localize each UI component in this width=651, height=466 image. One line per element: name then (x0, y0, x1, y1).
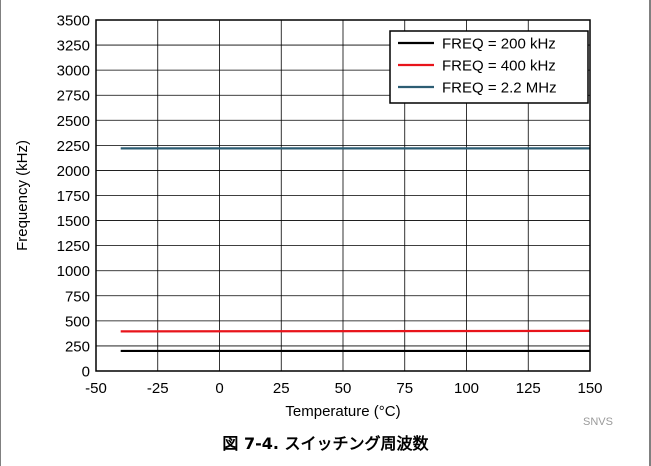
x-axis-label: Temperature (°C) (285, 403, 400, 420)
legend-entry: FREQ = 200 kHz (442, 36, 556, 53)
y-tick-label: 750 (65, 288, 90, 305)
y-tick-label: 2000 (57, 163, 90, 180)
x-tick-label: 75 (396, 380, 413, 397)
y-tick-label: 3250 (57, 38, 90, 55)
y-tick-label: 2500 (57, 113, 90, 130)
y-tick-label: 250 (65, 338, 90, 355)
figure-caption: 図 7-4. スイッチング周波数 (222, 434, 429, 453)
y-tick-label: 1000 (57, 263, 90, 280)
y-tick-label: 1500 (57, 213, 90, 230)
y-tick-label: 3000 (57, 63, 90, 80)
watermark-text: SNVS (583, 416, 613, 428)
legend-entry: FREQ = 2.2 MHz (442, 80, 557, 97)
x-tick-label: 50 (335, 380, 352, 397)
legend: FREQ = 200 kHz FREQ = 400 kHz FREQ = 2.2 M… (389, 30, 589, 104)
y-tick-label: 1250 (57, 238, 90, 255)
y-tick-label: 500 (65, 313, 90, 330)
legend-entry: FREQ = 400 kHz (442, 58, 556, 75)
y-axis-label: Frequency (kHz) (14, 140, 31, 251)
y-tick-label: 3500 (57, 13, 90, 30)
x-tick-label: 100 (454, 380, 479, 397)
tick-labels: -50 -25 0 25 50 75 100 125 150025050075010001250… (57, 13, 603, 398)
x-tick-label: -25 (147, 380, 169, 397)
x-tick-label: 25 (273, 380, 290, 397)
x-tick-label: 150 (577, 380, 602, 397)
plot-area-border (95, 19, 591, 372)
series-lines (120, 147, 591, 353)
y-tick-label: 2250 (57, 138, 90, 155)
series-line-1 (120, 329, 591, 333)
x-tick-label: 125 (516, 380, 541, 397)
x-tick-label: 0 (215, 380, 223, 397)
y-tick-label: 0 (82, 364, 90, 381)
y-tick-label: 1750 (57, 188, 90, 205)
y-tick-label: 2750 (57, 88, 90, 105)
x-tick-label: -50 (85, 380, 107, 397)
